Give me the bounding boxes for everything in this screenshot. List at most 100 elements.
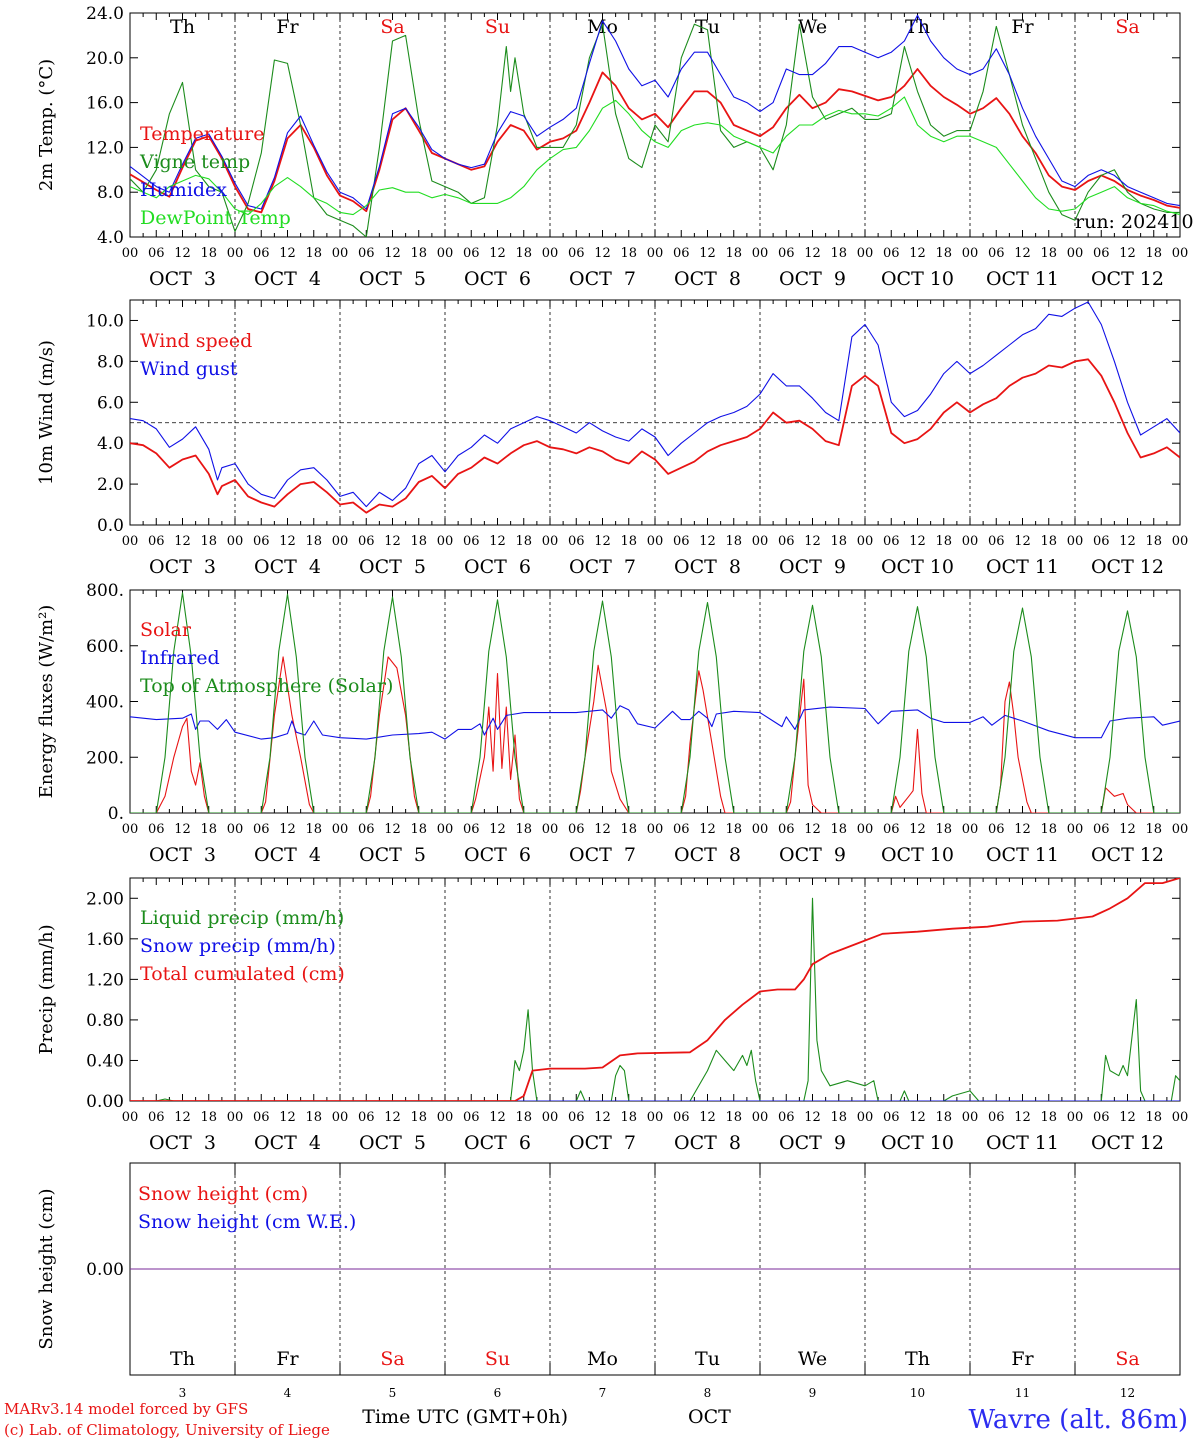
hour-label: 06	[673, 534, 690, 549]
day-name-label: Th	[905, 1348, 930, 1370]
date-label: OCT 4	[254, 844, 321, 866]
hour-label: 12	[909, 1110, 926, 1125]
hour-label: 18	[1040, 246, 1057, 261]
hour-label: 00	[1067, 822, 1084, 837]
hour-label: 18	[515, 246, 532, 261]
hour-label: 06	[358, 1110, 375, 1125]
model-credit: MARv3.14 model forced by GFS	[4, 1400, 248, 1418]
hour-label: 18	[410, 246, 427, 261]
hour-label: 18	[410, 534, 427, 549]
hour-label: 12	[594, 246, 611, 261]
day-number-label: 11	[1015, 1386, 1030, 1400]
day-name-label: Fr	[1011, 16, 1034, 38]
date-label: OCT 3	[149, 1132, 216, 1154]
hour-label: 06	[463, 534, 480, 549]
hour-label: 18	[620, 246, 637, 261]
date-label: OCT 8	[674, 844, 741, 866]
day-name-label: Mo	[587, 1348, 618, 1370]
hour-label: 06	[253, 246, 270, 261]
day-name-label: Sa	[380, 16, 404, 38]
hour-label: 12	[384, 534, 401, 549]
date-label: OCT 8	[674, 268, 741, 290]
series-layer	[130, 592, 1180, 813]
y-tick-label: 10.0	[86, 311, 124, 331]
series-line-dewpoint-temp	[130, 96, 1180, 216]
date-label: OCT 9	[779, 268, 846, 290]
day-number-label: 8	[704, 1386, 712, 1400]
hour-label: 00	[542, 822, 559, 837]
hour-label: 12	[1014, 1110, 1031, 1125]
station-name: Wavre (alt. 86m)	[968, 1405, 1188, 1435]
date-label: OCT 10	[881, 556, 954, 578]
hour-label: 12	[279, 246, 296, 261]
series-layer	[130, 14, 1180, 237]
hour-label: 12	[174, 1110, 191, 1125]
hour-label: 00	[962, 246, 979, 261]
hour-label: 06	[673, 822, 690, 837]
hour-label: 18	[1040, 1110, 1057, 1125]
hour-label: 00	[1172, 1110, 1189, 1125]
hour-label: 06	[673, 246, 690, 261]
date-label: OCT 3	[149, 844, 216, 866]
day-name-label: Fr	[276, 16, 299, 38]
hour-label: 00	[752, 246, 769, 261]
hour-label: 00	[1172, 534, 1189, 549]
hour-label: 00	[647, 534, 664, 549]
hour-label: 00	[437, 246, 454, 261]
legend-entry: Snow height (cm)	[138, 1183, 308, 1205]
y-tick-label: 1.60	[86, 930, 124, 950]
hour-label: 12	[1014, 822, 1031, 837]
y-tick-label: 4.0	[97, 228, 124, 248]
hour-label: 00	[752, 534, 769, 549]
hour-label: 18	[1145, 1110, 1162, 1125]
hour-label: 18	[515, 822, 532, 837]
hour-label: 18	[410, 822, 427, 837]
hour-label: 18	[200, 822, 217, 837]
day-name-label: Su	[485, 16, 510, 38]
hour-label: 12	[1119, 1110, 1136, 1125]
day-name-label: Tu	[695, 1348, 720, 1370]
date-label: OCT 12	[1091, 556, 1164, 578]
hour-label: 06	[568, 534, 585, 549]
date-label: OCT 10	[881, 1132, 954, 1154]
hour-label: 00	[962, 822, 979, 837]
hour-label: 06	[1093, 534, 1110, 549]
date-label: OCT 6	[464, 844, 531, 866]
hour-label: 06	[778, 822, 795, 837]
hour-label: 00	[227, 1110, 244, 1125]
hour-label: 18	[620, 822, 637, 837]
series-line-temperature	[130, 68, 1180, 214]
hour-label: 06	[1093, 1110, 1110, 1125]
hour-label: 18	[200, 1110, 217, 1125]
y-tick-label: 0.0	[97, 516, 124, 536]
panel-5: 3 4 5 6 7 8 9 10 11 12 Th Fr Sa Su Mo Tu We Th Fr Sa 0.00 Sno…	[36, 1162, 1181, 1400]
date-label: OCT 12	[1091, 268, 1164, 290]
hour-label: 12	[279, 822, 296, 837]
hour-label: 12	[804, 822, 821, 837]
hour-label: 12	[1014, 246, 1031, 261]
hour-label: 06	[988, 534, 1005, 549]
hour-label: 12	[384, 822, 401, 837]
hour-label: 12	[489, 1110, 506, 1125]
hour-label: 06	[988, 1110, 1005, 1125]
hour-label: 12	[804, 1110, 821, 1125]
date-label: OCT 7	[569, 556, 636, 578]
y-tick-label: 8.0	[97, 183, 124, 203]
y-tick-label: 16.0	[86, 94, 124, 114]
hour-label: 12	[909, 246, 926, 261]
series-line-total-cumulated-cm-	[130, 878, 1180, 1101]
hour-label: 06	[778, 534, 795, 549]
hour-label: 18	[200, 534, 217, 549]
hour-label: 00	[332, 246, 349, 261]
hour-label: 06	[148, 822, 165, 837]
date-label: OCT 9	[779, 844, 846, 866]
date-label: OCT 8	[674, 556, 741, 578]
hour-label: 00	[332, 1110, 349, 1125]
legend-entry: Wind speed	[140, 330, 252, 352]
panel-3: 00 06 12 18 00 06 12 18 00 06 12 18 00 06 12 18 00 06 12 18…	[36, 581, 1188, 866]
series-line-wind-gust	[130, 301, 1180, 508]
hour-label: 00	[122, 534, 139, 549]
day-name-label: Tu	[695, 16, 720, 38]
y-tick-label: 0.00	[86, 1092, 124, 1112]
day-number-label: 3	[179, 1386, 187, 1400]
